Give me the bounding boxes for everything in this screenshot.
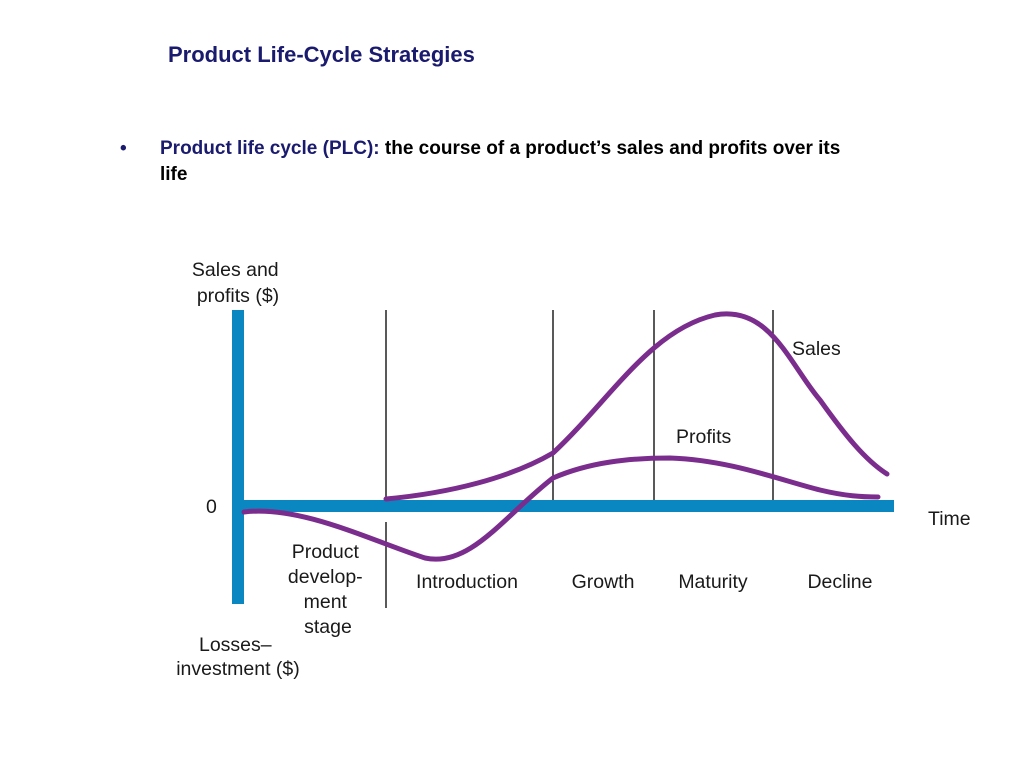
- bullet-marker: •: [120, 138, 127, 159]
- x-axis: [232, 500, 894, 512]
- stage-dev-line-4: stage: [304, 616, 352, 638]
- stage-growth: Growth: [572, 571, 635, 593]
- plc-term: Product life cycle (PLC):: [160, 138, 380, 159]
- y-axis-label-line-2: profits ($): [197, 285, 279, 307]
- sales-curve: [383, 311, 890, 502]
- stage-product-development: Product develop- ment stage: [288, 541, 368, 638]
- y-axis-label-line-1: Sales and: [192, 259, 279, 281]
- negative-axis-label-line-1: Losses–: [199, 634, 272, 656]
- stage-decline: Decline: [807, 571, 872, 593]
- profits-label: Profits: [676, 426, 732, 448]
- stage-introduction: Introduction: [416, 571, 518, 593]
- stage-dev-line-1: Product: [292, 541, 360, 563]
- plc-definition-text: the course of a product’s sales and prof…: [160, 138, 841, 185]
- profits-curve: [241, 455, 881, 562]
- negative-axis-label-line-2: investment ($): [176, 658, 300, 680]
- y-axis-label: Sales and profits ($): [192, 259, 284, 307]
- plc-definition: Product life cycle (PLC): the course of …: [160, 136, 860, 188]
- zero-label: 0: [206, 496, 217, 518]
- stage-maturity: Maturity: [678, 571, 748, 593]
- stage-dev-line-2: develop-: [288, 566, 363, 588]
- x-axis-label: Time: [928, 508, 971, 530]
- slide-title: Product Life-Cycle Strategies: [168, 42, 475, 67]
- stage-dev-line-3: ment: [304, 591, 348, 613]
- y-axis: [232, 310, 244, 604]
- negative-axis-label: Losses– investment ($): [176, 634, 300, 680]
- sales-label: Sales: [792, 338, 841, 360]
